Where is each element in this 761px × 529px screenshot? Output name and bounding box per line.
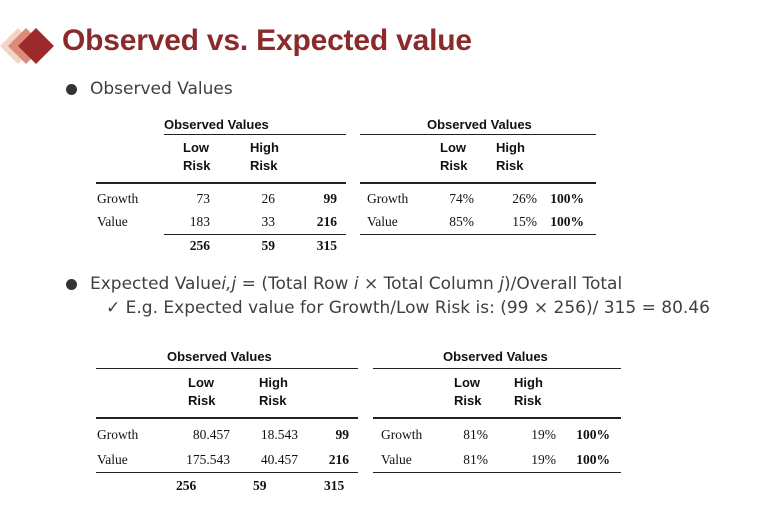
divider: [360, 182, 596, 184]
cell: 74%: [449, 191, 474, 206]
cell-total: 99: [323, 191, 338, 206]
row-label: Growth: [367, 191, 409, 206]
divider: [164, 234, 346, 235]
divider: [360, 234, 596, 235]
table-header: Observed Values: [167, 349, 272, 364]
row-label: Growth: [97, 191, 139, 206]
cell: 18.543: [260, 427, 298, 442]
cell: 26%: [512, 191, 537, 206]
cell: 85%: [449, 214, 474, 229]
col-low-risk: Low Risk: [440, 140, 468, 173]
table-header: Observed Values: [427, 117, 532, 132]
cell: 15%: [512, 214, 537, 229]
cell: 40.457: [260, 452, 298, 467]
row-label: Value: [381, 452, 412, 467]
divider: [373, 368, 621, 369]
divider: [96, 182, 346, 184]
col-high-risk: High Risk: [259, 375, 288, 408]
cell: 80.457: [192, 427, 230, 442]
cell: 19%: [531, 452, 556, 467]
row-label: Value: [367, 214, 398, 229]
row-label: Value: [97, 214, 128, 229]
col-high-risk: High Risk: [496, 140, 525, 173]
total-cell: 59: [253, 478, 267, 493]
page-title: Observed vs. Expected value: [62, 24, 472, 57]
bullet-dot: [66, 279, 77, 290]
cell-total: 100%: [550, 214, 584, 229]
divider: [96, 472, 358, 473]
col-low-risk: Low Risk: [183, 140, 211, 173]
bullet-observed-values: Observed Values: [90, 79, 233, 99]
bullet-dot: [66, 84, 77, 95]
cell-total: 100%: [576, 452, 610, 467]
table-header: Observed Values: [443, 349, 548, 364]
bullet-expected-value: Expected Valuei,j = (Total Row i × Total…: [90, 274, 623, 294]
cell: 81%: [463, 452, 488, 467]
col-high-risk: High Risk: [514, 375, 543, 408]
divider: [360, 134, 596, 135]
col-low-risk: Low Risk: [454, 375, 482, 408]
cell: 33: [261, 214, 276, 229]
cell: 175.543: [186, 452, 230, 467]
total-cell: 59: [261, 238, 276, 253]
cell-total: 100%: [550, 191, 584, 206]
cell-total: 216: [316, 214, 337, 229]
divider: [373, 472, 621, 473]
total-cell: 256: [176, 478, 197, 493]
row-label: Growth: [97, 427, 139, 442]
diamond-logo-icon: [0, 28, 54, 64]
table-header: Observed Values: [164, 117, 269, 132]
divider: [373, 417, 621, 419]
row-label: Value: [97, 452, 128, 467]
cell-total: 99: [335, 427, 350, 442]
divider: [164, 134, 346, 135]
cell: 81%: [463, 427, 488, 442]
total-cell: 315: [324, 478, 345, 493]
divider: [96, 368, 358, 369]
col-low-risk: Low Risk: [188, 375, 216, 408]
row-label: Growth: [381, 427, 423, 442]
cell: 183: [189, 214, 210, 229]
cell-total: 216: [328, 452, 349, 467]
divider: [96, 417, 358, 419]
cell: 26: [261, 191, 276, 206]
cell-total: 100%: [576, 427, 610, 442]
total-cell: 315: [316, 238, 337, 253]
col-high-risk: High Risk: [250, 140, 279, 173]
cell: 73: [196, 191, 211, 206]
example-calculation: ✓ E.g. Expected value for Growth/Low Ris…: [106, 298, 710, 318]
total-cell: 256: [189, 238, 210, 253]
cell: 19%: [531, 427, 556, 442]
